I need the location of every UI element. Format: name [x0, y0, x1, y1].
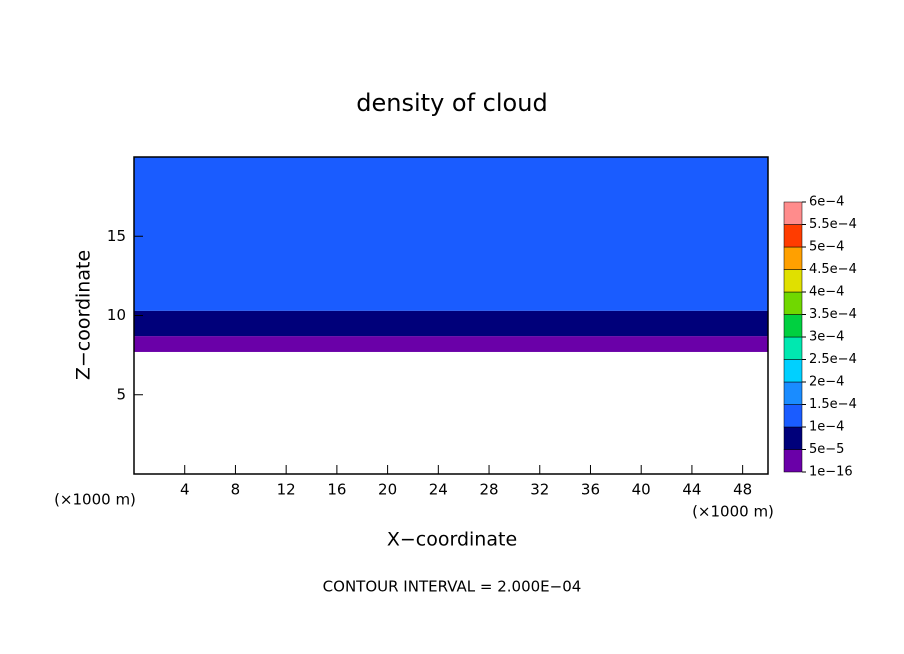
x-tick-label: 20 [378, 481, 397, 499]
y-unit: (×1000 m) [54, 491, 136, 509]
colorbar-label: 1e−4 [809, 420, 844, 435]
colorbar-swatch [783, 246, 803, 270]
colorbar-label: 4e−4 [809, 285, 844, 300]
colorbar-swatch [783, 224, 803, 248]
x-tick-label: 4 [180, 481, 190, 499]
x-tick-label: 44 [682, 481, 701, 499]
colorbar-swatch [783, 381, 803, 405]
contour-band [134, 157, 768, 311]
colorbar-label: 1e−16 [809, 465, 853, 480]
chart-title: density of cloud [356, 89, 547, 117]
y-axis-label: Z−coordinate [73, 250, 95, 380]
x-tick-label: 12 [277, 481, 296, 499]
y-tick-label: 10 [107, 306, 126, 324]
contour-band [134, 310, 768, 337]
colorbar-swatch [783, 269, 803, 293]
colorbar-swatch [783, 359, 803, 383]
colorbar-swatch [783, 404, 803, 428]
colorbar-label: 3e−4 [809, 330, 844, 345]
colorbar-label: 4.5e−4 [809, 262, 857, 277]
colorbar-label: 3.5e−4 [809, 307, 857, 322]
colorbar-label: 2e−4 [809, 375, 844, 390]
colorbar-label: 5.5e−4 [809, 217, 857, 232]
colorbar-swatch [783, 291, 803, 315]
colorbar-label: 6e−4 [809, 195, 844, 210]
colorbar-label: 5e−5 [809, 442, 844, 457]
x-tick-label: 40 [632, 481, 651, 499]
colorbar-label: 5e−4 [809, 240, 844, 255]
x-tick-label: 32 [530, 481, 549, 499]
x-tick-label: 48 [733, 481, 752, 499]
colorbar-label: 1.5e−4 [809, 397, 857, 412]
colorbar-swatch [783, 314, 803, 338]
x-unit: (×1000 m) [692, 503, 774, 521]
colorbar-swatch [783, 201, 803, 225]
y-tick-label: 15 [107, 227, 126, 245]
contour-note: CONTOUR INTERVAL = 2.000E−04 [323, 578, 582, 596]
colorbar-swatch [783, 426, 803, 450]
x-axis-label: X−coordinate [387, 529, 517, 551]
x-tick-label: 36 [581, 481, 600, 499]
x-tick-label: 28 [479, 481, 498, 499]
x-tick-label: 8 [231, 481, 241, 499]
x-tick-label: 16 [327, 481, 346, 499]
colorbar-swatch [783, 336, 803, 360]
contour-band [134, 336, 768, 352]
x-tick-label: 24 [429, 481, 448, 499]
colorbar-swatch [783, 449, 803, 473]
colorbar-label: 2.5e−4 [809, 352, 857, 367]
y-tick-label: 5 [116, 385, 126, 403]
